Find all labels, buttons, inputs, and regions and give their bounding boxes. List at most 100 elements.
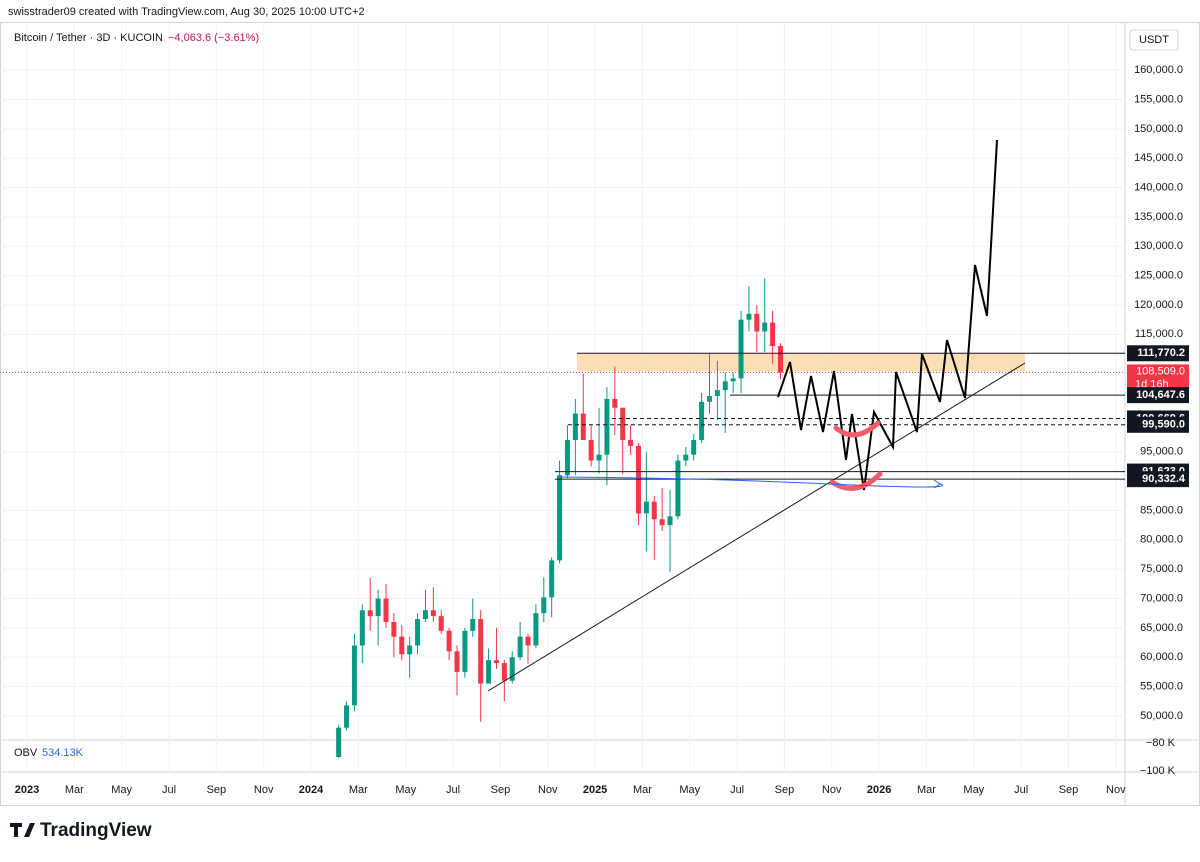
candle-body [493, 660, 499, 664]
candle-body [667, 516, 673, 526]
x-tick-label: Nov [822, 784, 842, 796]
y-tick-label: 70,000.0 [1140, 592, 1183, 604]
level-label: 90,332.4 [1142, 473, 1186, 485]
candle-body [517, 636, 523, 658]
supply-zone [577, 353, 1025, 372]
x-tick-label: Mar [917, 784, 936, 796]
candle-body [580, 413, 586, 441]
candle-body [683, 454, 689, 461]
candle-body [549, 560, 555, 598]
y-tick-label: 115,000.0 [1135, 328, 1183, 340]
projection-path [777, 139, 998, 491]
y-tick-label: 80,000.0 [1140, 534, 1183, 546]
x-tick-label: Jul [446, 784, 460, 796]
candle-body [691, 440, 697, 455]
x-tick-label: Jul [1014, 784, 1028, 796]
x-tick-label: May [963, 784, 984, 796]
x-tick-label: Nov [1106, 784, 1126, 796]
trend-line [487, 362, 1026, 692]
candle-body [509, 657, 515, 681]
y-tick-label: 65,000.0 [1140, 622, 1183, 634]
candle-body [730, 378, 736, 382]
candle-body [604, 398, 610, 455]
candle-body [399, 636, 405, 655]
candle-body [415, 619, 421, 646]
x-tick-label: Sep [491, 784, 511, 796]
candle-body [470, 619, 476, 631]
x-tick-label: 2024 [299, 784, 324, 796]
arrow-head [933, 479, 941, 489]
credit: swisstrader09 created with TradingView.c… [8, 6, 365, 18]
candle-body [675, 460, 681, 517]
candle-body [572, 413, 578, 441]
candle-body [777, 346, 783, 373]
candle-body [422, 610, 428, 620]
currency-box [1129, 29, 1179, 51]
candle-body [446, 630, 452, 652]
candle-body [699, 401, 705, 441]
x-tick-label: 2025 [583, 784, 607, 796]
level-label: 111,770.2 [1137, 347, 1185, 359]
candle-body [620, 407, 626, 441]
candle-body [351, 645, 357, 706]
x-tick-label: Mar [349, 784, 368, 796]
level-box [1127, 471, 1189, 488]
candle-body [336, 727, 342, 758]
x-tick-label: Sep [207, 784, 227, 796]
x-tick-label: 2023 [15, 784, 39, 796]
currency: USDT [1139, 34, 1169, 46]
x-tick-label: Sep [1059, 784, 1079, 796]
candle-body [564, 440, 570, 476]
y-tick-label: 60,000.0 [1140, 651, 1183, 663]
x-tick-label: Nov [254, 784, 274, 796]
x-tick-label: Mar [65, 784, 84, 796]
y-tick-label: 85,000.0 [1140, 504, 1183, 516]
candle-body [391, 621, 397, 637]
x-tick-label: May [111, 784, 132, 796]
candle-body [754, 313, 760, 332]
candle-body [525, 636, 531, 646]
y-tick-label: 75,000.0 [1140, 563, 1183, 575]
candle-body [533, 613, 539, 646]
candle-body [541, 597, 547, 614]
logo-text: TradingView [40, 820, 152, 841]
candle-body [770, 322, 776, 347]
plot [0, 278, 1125, 759]
level-label: 99,590.0 [1142, 419, 1185, 431]
candle-body [383, 598, 389, 622]
y-tick-label: 150,000.0 [1134, 123, 1183, 135]
logo-mark [10, 823, 35, 837]
candle-body [501, 663, 507, 681]
candle-body [643, 501, 649, 514]
level-box [1127, 345, 1189, 362]
arrow-path [559, 476, 944, 488]
highlight-curve [833, 420, 881, 438]
candle-body [557, 475, 563, 561]
y-tick-label: 55,000.0 [1140, 680, 1183, 692]
y-tick-label: 155,000.0 [1134, 93, 1183, 105]
y-tick-label: 135,000.0 [1134, 211, 1183, 223]
candle-body [714, 390, 720, 396]
y-tick-label: 95,000.0 [1140, 446, 1183, 458]
candle-body [367, 610, 373, 617]
indicator-value: 534.13K [42, 747, 84, 759]
candle-body [746, 313, 752, 320]
y-tick-label: 130,000.0 [1134, 240, 1183, 252]
candle-body [588, 440, 594, 461]
candle-body [344, 705, 350, 728]
drawings [487, 139, 1026, 692]
candle-body [478, 619, 484, 684]
indicator-tick: −100 K [1140, 765, 1176, 777]
y-tick-label: 145,000.0 [1134, 152, 1183, 164]
indicator-name: OBV [14, 747, 38, 759]
y-tick-label: 160,000.0 [1134, 64, 1183, 76]
candle-body [486, 660, 492, 684]
x-tick-label: May [395, 784, 416, 796]
x-tick-label: Jul [162, 784, 176, 796]
candle-body [651, 501, 657, 520]
candle-body [375, 598, 381, 617]
candle-body [612, 398, 618, 408]
price-change: −4,063.6 (−3.61%) [168, 32, 259, 44]
